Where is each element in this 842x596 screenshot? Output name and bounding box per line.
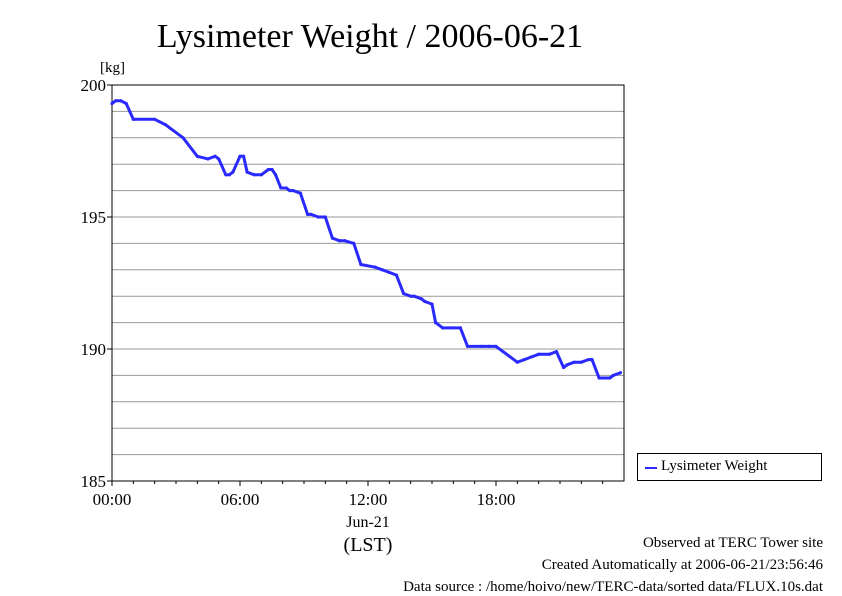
data-point xyxy=(401,291,406,296)
data-point xyxy=(119,99,123,103)
y-tick-label: 190 xyxy=(81,340,107,359)
data-point xyxy=(373,265,377,269)
data-point xyxy=(430,302,434,306)
data-point xyxy=(241,154,246,158)
data-point xyxy=(252,173,256,177)
data-point xyxy=(352,241,356,245)
data-point xyxy=(181,136,185,140)
series-line xyxy=(111,99,621,380)
data-point xyxy=(323,215,327,219)
data-point xyxy=(231,170,235,174)
data-point xyxy=(298,191,303,195)
data-point xyxy=(554,350,559,354)
x-axis-label: (LST) xyxy=(344,534,393,556)
data-point xyxy=(480,344,484,348)
data-point xyxy=(565,363,569,367)
created-note: Created Automatically at 2006-06-21/23:5… xyxy=(541,557,823,573)
y-tick-label: 195 xyxy=(81,208,107,227)
data-source-note: Data source : /home/hoivo/new/TERC-data/… xyxy=(403,579,823,595)
data-point xyxy=(441,326,445,330)
x-tick-label: 18:00 xyxy=(477,490,516,509)
data-point xyxy=(343,239,347,243)
data-point xyxy=(273,173,278,177)
data-point xyxy=(227,173,231,177)
data-point xyxy=(412,294,416,298)
data-point xyxy=(359,262,363,267)
data-point xyxy=(380,268,384,272)
data-point xyxy=(113,99,118,103)
data-point xyxy=(337,239,342,243)
data-point xyxy=(572,360,576,364)
data-point xyxy=(266,167,271,172)
data-point xyxy=(213,154,217,158)
data-point xyxy=(423,299,427,304)
legend: Lysimeter Weight xyxy=(637,453,822,481)
data-point xyxy=(590,357,594,362)
data-point xyxy=(163,123,167,127)
y-tick-label: 200 xyxy=(81,76,107,95)
data-point xyxy=(291,189,295,193)
observed-note: Observed at TERC Tower site xyxy=(642,535,823,551)
gridlines xyxy=(112,110,624,456)
y-axis: 185 190 195 200 xyxy=(81,76,112,491)
x-tick-label: 06:00 xyxy=(221,490,260,509)
data-point xyxy=(394,273,399,277)
data-point xyxy=(124,101,128,106)
data-point xyxy=(195,154,199,158)
data-point xyxy=(309,212,313,216)
data-point xyxy=(487,344,491,348)
data-point xyxy=(597,376,601,380)
data-point xyxy=(153,117,157,121)
data-point xyxy=(224,173,228,177)
data-point xyxy=(586,357,591,362)
data-point xyxy=(522,357,527,362)
data-point xyxy=(270,167,274,172)
data-point xyxy=(547,352,551,356)
legend-label: Lysimeter Weight xyxy=(661,458,768,474)
data-point xyxy=(433,321,438,325)
data-point xyxy=(279,186,283,190)
data-point xyxy=(110,101,114,106)
x-tick-label: 00:00 xyxy=(93,490,132,509)
x-tick-label: 12:00 xyxy=(349,490,388,509)
x-axis: 00:00 06:00 12:00 18:00 xyxy=(93,481,604,509)
data-point xyxy=(494,344,498,348)
data-point xyxy=(284,186,288,190)
legend-swatch xyxy=(645,467,657,469)
data-point xyxy=(451,326,455,330)
data-point xyxy=(537,352,541,356)
data-point xyxy=(305,212,310,216)
data-point xyxy=(288,189,292,193)
series-lysimeter-weight xyxy=(110,99,623,380)
data-point xyxy=(419,297,423,301)
data-point xyxy=(458,326,463,330)
data-point xyxy=(387,270,391,275)
x-axis-date-label: Jun-21 xyxy=(346,514,390,531)
data-point xyxy=(245,170,249,174)
y-tick-label: 185 xyxy=(81,472,107,491)
data-point xyxy=(217,157,221,161)
data-point xyxy=(561,365,566,370)
data-point xyxy=(330,236,335,240)
data-point xyxy=(529,355,534,359)
chart-title: Lysimeter Weight / 2006-06-21 xyxy=(157,18,583,55)
data-point xyxy=(608,376,612,380)
data-point xyxy=(316,215,320,219)
y-axis-label: [kg] xyxy=(100,60,125,76)
data-point xyxy=(238,154,242,158)
data-point xyxy=(465,344,470,348)
data-point xyxy=(206,157,210,161)
data-point xyxy=(409,294,413,298)
data-point xyxy=(611,373,615,377)
data-point xyxy=(259,173,263,177)
data-point xyxy=(131,117,135,121)
data-point xyxy=(579,360,583,364)
data-point xyxy=(618,371,623,375)
data-point xyxy=(515,360,519,364)
